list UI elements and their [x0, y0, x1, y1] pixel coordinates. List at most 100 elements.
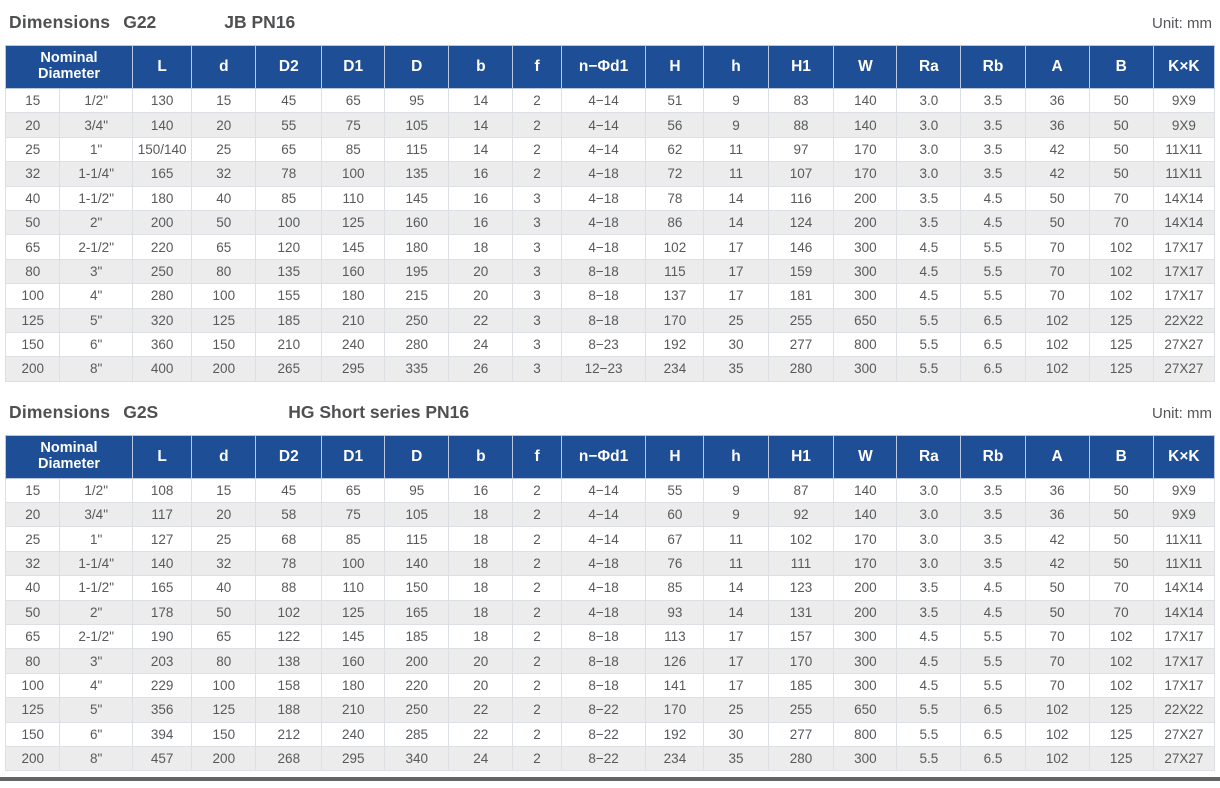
table-cell: 4−18	[560, 209, 647, 236]
table-cell: 50	[1088, 161, 1154, 187]
table-cell: 3.5	[960, 502, 1026, 528]
table-cell: 1-1/2"	[59, 575, 133, 601]
table-cell: 165	[131, 161, 193, 187]
table-cell: 178	[131, 599, 193, 626]
table-cell: 50	[1088, 477, 1154, 504]
table-cell: 3"	[59, 648, 133, 674]
table-cell: 102	[1088, 234, 1154, 260]
table-cell: 2	[512, 502, 562, 528]
table-cell: 125	[1088, 721, 1154, 747]
table-cell: 88	[255, 575, 323, 601]
table-cell: 300	[833, 745, 898, 772]
column-header-H: H	[645, 434, 705, 479]
table-cell: 356	[131, 697, 193, 723]
table-cell: 55	[645, 477, 705, 504]
table-cell: 4.5	[960, 209, 1026, 236]
table-cell: 265	[255, 356, 323, 382]
column-header-L: L	[131, 434, 193, 479]
table-cell: 50	[1088, 136, 1154, 163]
table-cell: 125	[321, 599, 386, 626]
table-cell: 200	[191, 356, 257, 382]
column-header-KxK: K×K	[1152, 434, 1216, 479]
table-cell: 2	[512, 672, 562, 699]
table-cell: 125	[4, 307, 61, 333]
column-header-b: b	[448, 434, 514, 479]
table-cell: 78	[645, 185, 705, 211]
table-cell: 2	[512, 87, 562, 114]
table-cell: 102	[1024, 356, 1090, 382]
column-header-D: D	[384, 45, 450, 89]
table-cell: 150	[191, 721, 257, 747]
column-header-d: d	[191, 45, 257, 89]
table-cell: 15	[4, 477, 61, 504]
table-cell: 20	[448, 648, 514, 674]
table-cell: 80	[4, 648, 61, 674]
table-cell: 170	[833, 550, 898, 577]
table-cell: 268	[255, 745, 323, 772]
table-cell: 3	[512, 258, 562, 285]
table-cell: 22	[448, 307, 514, 333]
model-code: G2S	[123, 401, 159, 422]
table-cell: 8−18	[560, 258, 647, 285]
table-cell: 25	[4, 526, 61, 552]
table-cell: 42	[1024, 550, 1090, 577]
table-cell: 70	[1024, 672, 1090, 699]
table-cell: 14X14	[1152, 209, 1216, 236]
table-cell: 11X11	[1152, 161, 1216, 187]
table-cell: 117	[131, 502, 193, 528]
table-cell: 11	[703, 136, 769, 163]
table-cell: 123	[767, 575, 835, 601]
table-cell: 9	[703, 87, 769, 114]
table-cell: 3.5	[960, 550, 1026, 577]
table-cell: 25	[703, 697, 769, 723]
table-cell: 100	[4, 283, 61, 309]
table-cell: 102	[1088, 624, 1154, 650]
table-cell: 2	[512, 599, 562, 626]
table-row: 65 2-1/2" 220 65 120 145 180 18 3 4−18 102 17 146 300…	[4, 234, 1216, 260]
table-cell: 3	[512, 185, 562, 211]
table-cell: 105	[384, 112, 450, 138]
table-cell: 140	[833, 477, 898, 504]
table-cell: 115	[384, 526, 450, 552]
table-cell: 145	[321, 234, 386, 260]
table-cell: 65	[255, 136, 323, 163]
table-cell: 210	[321, 697, 386, 723]
table-cell: 100	[321, 550, 386, 577]
table-cell: 70	[1024, 258, 1090, 285]
table-cell: 200	[191, 745, 257, 772]
table-cell: 155	[255, 283, 323, 309]
table-cell: 70	[1024, 234, 1090, 260]
table-cell: 2	[512, 697, 562, 723]
table-cell: 115	[384, 136, 450, 163]
table-cell: 58	[255, 502, 323, 528]
table-cell: 20	[4, 112, 61, 138]
table-cell: 35	[703, 356, 769, 382]
table-cell: 320	[131, 307, 193, 333]
table-cell: 4−14	[560, 112, 647, 138]
table-cell: 277	[767, 331, 835, 358]
table-cell: 300	[833, 624, 898, 650]
table-cell: 110	[321, 575, 386, 601]
table-cell: 42	[1024, 526, 1090, 552]
table-cell: 17X17	[1152, 672, 1216, 699]
table-cell: 32	[191, 550, 257, 577]
table-cell: 285	[384, 721, 450, 747]
table-cell: 27X27	[1152, 331, 1216, 358]
table-cell: 20	[448, 672, 514, 699]
table-cell: 170	[645, 697, 705, 723]
table-cell: 2-1/2"	[59, 624, 133, 650]
table-cell: 180	[321, 283, 386, 309]
table-cell: 650	[833, 697, 898, 723]
table-cell: 159	[767, 258, 835, 285]
table-cell: 250	[384, 697, 450, 723]
table-row: 40 1-1/2" 165 40 88 110 150 18 2 4−18 85 14 123 200 3.…	[4, 575, 1216, 601]
table-cell: 185	[255, 307, 323, 333]
table-cell: 15	[4, 87, 61, 114]
column-header-h: h	[703, 45, 769, 89]
table-cell: 1-1/2"	[59, 185, 133, 211]
table-cell: 3.0	[896, 477, 962, 504]
table-cell: 25	[4, 136, 61, 163]
table-cell: 40	[4, 185, 61, 211]
table-cell: 24	[448, 745, 514, 772]
table-cell: 250	[131, 258, 193, 285]
